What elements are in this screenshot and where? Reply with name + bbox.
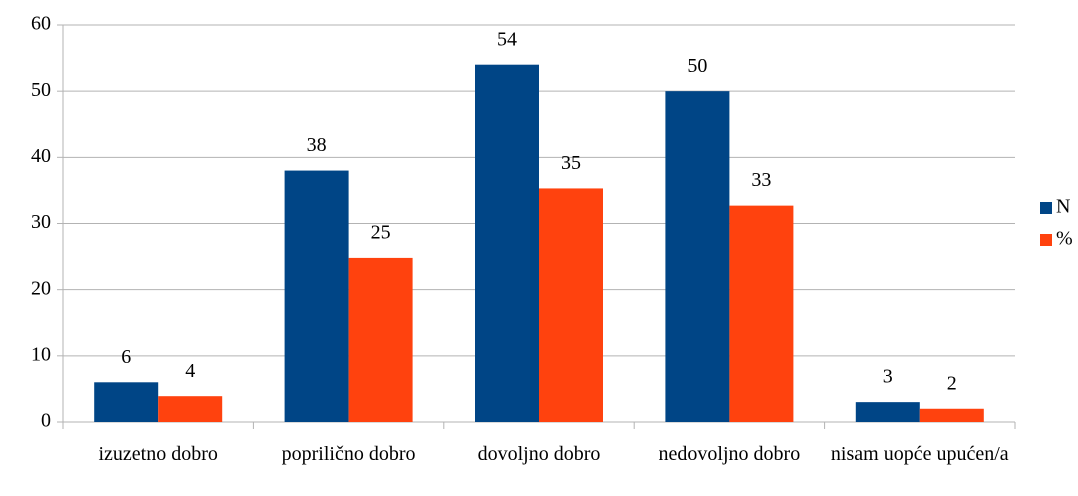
data-label: 4 [185,360,195,382]
legend-label: % [1056,228,1073,250]
y-tick-label: 10 [31,343,51,365]
x-tick-label: izuzetno dobro [98,443,218,465]
bar [284,170,349,422]
bar [158,396,223,422]
x-tick-label: dovoljno dobro [477,443,601,465]
data-label: 38 [307,134,327,156]
y-tick-label: 0 [41,410,51,432]
y-tick-label: 40 [31,145,51,167]
data-label: 35 [561,152,581,174]
x-tick-label: poprilično dobro [281,443,416,465]
data-label: 25 [371,222,391,244]
data-label: 33 [751,169,771,191]
y-tick-label: 50 [31,79,51,101]
bar [919,408,984,422]
bar [855,402,920,422]
data-label: 6 [121,346,131,368]
bar [539,188,603,422]
bar [94,382,159,422]
legend-swatch [1040,202,1052,214]
legend-label: N [1056,196,1070,218]
bar [665,91,730,423]
y-tick-label: 60 [31,13,51,35]
data-label: 50 [687,55,707,77]
data-label: 54 [497,28,517,50]
x-tick-label: nisam uopće upućen/a [830,443,1009,465]
data-label: 3 [883,366,893,388]
legend-swatch [1040,234,1052,246]
y-tick-label: 20 [31,277,51,299]
bar [729,205,794,422]
y-tick-label: 30 [31,211,51,233]
x-tick-label: nedovoljno dobro [658,443,801,465]
bar [475,64,539,422]
bar [348,257,413,422]
data-label: 2 [947,372,957,394]
